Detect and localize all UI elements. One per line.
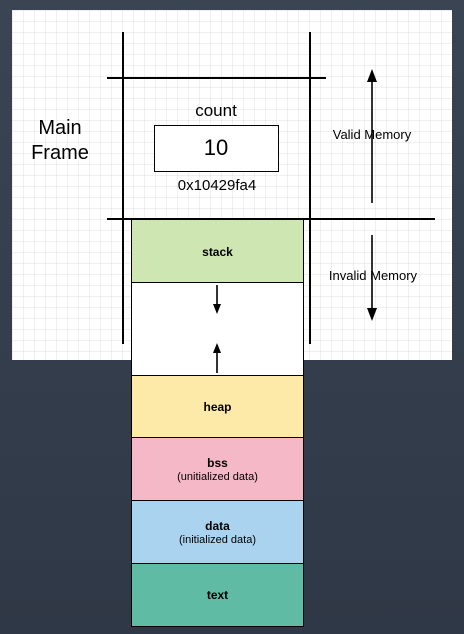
free-memory-segment [131, 282, 304, 377]
valid-memory-label: Valid Memory [332, 127, 412, 142]
bss-segment-sublabel: (unitialized data) [177, 470, 258, 483]
bss-segment-label: bss [207, 455, 228, 470]
grid-panel [12, 10, 452, 360]
main-frame-label-line1: Main [38, 117, 82, 139]
heap-segment-label: heap [203, 400, 232, 414]
variable-address-label: 0x10429fa4 [177, 177, 257, 194]
stack-segment-label: stack [202, 244, 233, 259]
data-segment-sublabel: (initialized data) [178, 533, 257, 546]
text-segment-label: text [206, 588, 229, 602]
frame-right-line [309, 32, 311, 344]
stack-segment: stack [131, 219, 304, 284]
text-segment: text [131, 563, 304, 627]
frame-top-line [107, 77, 326, 79]
variable-box: 10 [154, 125, 279, 172]
data-segment: data (initialized data) [131, 500, 304, 565]
heap-segment: heap [131, 375, 304, 439]
variable-value: 10 [203, 135, 229, 160]
variable-name-label: count [195, 101, 237, 120]
main-frame-label-line2: Frame [31, 142, 89, 164]
bss-segment: bss (unitialized data) [131, 437, 304, 502]
invalid-memory-label: Invalid Memory [328, 268, 418, 283]
data-segment-label: data [205, 518, 230, 533]
frame-left-line [122, 32, 124, 344]
